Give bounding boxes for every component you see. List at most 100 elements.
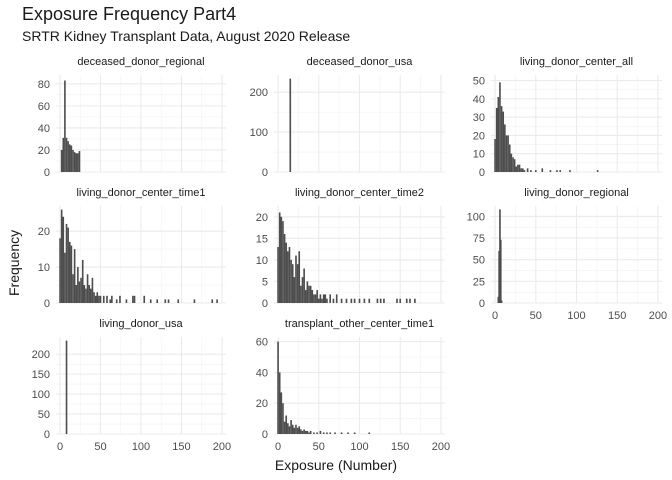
histogram-bar (308, 285, 310, 303)
histogram-bar (278, 372, 281, 434)
histogram-bar (65, 223, 68, 303)
histogram-bar (347, 432, 349, 434)
histogram-bar (414, 298, 416, 303)
histogram-bar (332, 298, 335, 303)
histogram-bar (505, 135, 508, 172)
histogram-bar (517, 164, 519, 172)
histogram-bar (193, 299, 196, 303)
histogram-bar (282, 403, 284, 434)
y-tick-label: 50 (473, 255, 485, 267)
histogram-bar (280, 216, 283, 303)
facet-strip-label: deceased_donor_usa (307, 56, 414, 68)
histogram-bar (285, 415, 288, 434)
histogram-bar (78, 281, 81, 303)
histogram-bar (534, 170, 537, 172)
histogram-bar (287, 423, 289, 434)
histogram-bar (280, 392, 283, 434)
histogram-bar (322, 432, 325, 434)
x-tick-label: 0 (492, 310, 498, 322)
histogram-bar (125, 299, 128, 303)
y-tick-label: 20 (473, 130, 485, 142)
histogram-bar (70, 245, 73, 303)
histogram-bar (368, 432, 371, 434)
histogram-bar (321, 298, 323, 303)
histogram-bar (306, 281, 309, 303)
histogram-bar (500, 106, 503, 172)
facet-strip-label: living_donor_center_time2 (295, 187, 424, 199)
y-tick-label: 60 (256, 337, 268, 349)
histogram-bar (60, 149, 63, 172)
y-tick-label: 30 (473, 112, 485, 124)
histogram-bar (149, 299, 152, 303)
histogram-bar (98, 295, 100, 303)
histogram-bar (282, 221, 284, 303)
histogram-bar (88, 285, 90, 303)
histogram-bar (94, 295, 97, 303)
histogram-bar (62, 137, 65, 172)
facet-strip-label: living_donor_regional (524, 187, 629, 199)
histogram-bar (96, 292, 99, 303)
y-tick-label: 0 (262, 167, 268, 179)
histogram-bar (495, 107, 498, 172)
y-tick-label: 5 (262, 276, 268, 288)
y-tick-label: 10 (473, 149, 485, 161)
histogram-bar (177, 299, 180, 303)
y-tick-label: 60 (38, 101, 50, 113)
histogram-bar (497, 96, 500, 172)
histogram-bar (73, 249, 76, 303)
histogram-bar (499, 82, 501, 172)
histogram-bar (340, 298, 343, 303)
y-tick-label: 150 (32, 369, 50, 381)
histogram-bar (295, 424, 297, 434)
histogram-bar (500, 300, 503, 303)
x-axis-label: Exposure (Number) (274, 457, 398, 473)
histogram-bar (319, 430, 322, 434)
histogram-bar (308, 432, 310, 434)
histogram-bar (358, 298, 361, 303)
histogram-bar (156, 299, 158, 303)
histogram-bar (309, 285, 312, 303)
x-tick-label: 150 (391, 441, 409, 453)
x-tick-label: 100 (132, 441, 150, 453)
histogram-bar (317, 298, 320, 303)
histogram-bar (303, 268, 305, 303)
histogram-bar (521, 168, 524, 172)
y-tick-label: 40 (473, 94, 485, 106)
histogram-bar (64, 80, 66, 172)
histogram-bar (306, 430, 309, 434)
x-tick-label: 150 (608, 310, 626, 322)
histogram-bar (497, 296, 500, 303)
x-tick-label: 200 (649, 310, 667, 322)
histogram-bar (526, 168, 529, 172)
histogram-bar (287, 251, 289, 303)
histogram-bar (396, 298, 398, 303)
histogram-bar (111, 295, 113, 303)
histogram-bar (376, 298, 379, 303)
facet-strip-label: living_donor_center_time1 (76, 187, 205, 199)
histogram-bar (70, 145, 73, 172)
histogram-bar (119, 295, 121, 303)
histogram-bar (499, 239, 502, 303)
histogram-bar (167, 299, 170, 303)
y-tick-label: 100 (32, 389, 50, 401)
histogram-bar (301, 430, 304, 434)
y-tick-label: 0 (479, 167, 485, 179)
histogram-bar (59, 238, 61, 303)
y-tick-label: 0 (44, 429, 50, 441)
x-tick-label: 100 (350, 441, 368, 453)
y-tick-label: 50 (38, 409, 50, 421)
histogram-bar (164, 299, 167, 303)
histogram-bar (83, 285, 86, 303)
x-tick-label: 50 (94, 441, 106, 453)
y-tick-label: 15 (256, 233, 268, 245)
y-tick-label: 75 (473, 233, 485, 245)
y-tick-label: 200 (250, 87, 268, 99)
histogram-bar (68, 144, 71, 172)
histogram-bar (296, 427, 299, 434)
histogram-bar (596, 170, 599, 172)
histogram-bar (288, 246, 291, 303)
histogram-bar (363, 298, 366, 303)
histogram-bar (335, 294, 338, 303)
histogram-bar (523, 170, 526, 172)
histogram-bar (72, 149, 74, 172)
